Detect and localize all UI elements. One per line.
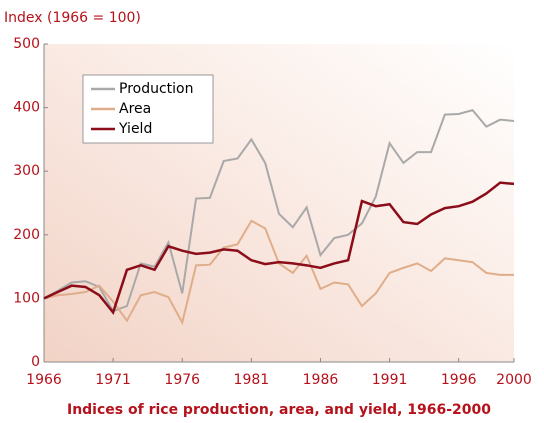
- x-tick-label: 1971: [95, 372, 131, 388]
- legend-label: Area: [119, 101, 151, 117]
- series-line: [43, 219, 514, 326]
- series-line: [43, 181, 515, 315]
- x-tick-label: 1966: [26, 372, 62, 388]
- legend-label: Production: [119, 81, 193, 97]
- y-tick-label: 300: [13, 163, 40, 179]
- y-tick-label: 200: [13, 227, 40, 243]
- chart-title: Index (1966 = 100): [4, 10, 141, 26]
- x-tick-label: 1986: [303, 372, 339, 388]
- y-tick-label: 400: [13, 100, 40, 116]
- y-tick-label: 100: [13, 290, 40, 306]
- x-tick-label: 1976: [164, 372, 200, 388]
- caption: Indices of rice production, area, and yi…: [67, 402, 491, 418]
- series-line: [43, 109, 515, 313]
- y-tick-label: 500: [13, 36, 40, 52]
- x-tick-label: 2000: [496, 372, 532, 388]
- legend: Production Area Yield: [82, 74, 214, 144]
- x-tick-label: 1991: [372, 372, 408, 388]
- x-tick-label: 1981: [234, 372, 270, 388]
- y-tick-label: 0: [31, 354, 40, 370]
- legend-label: Yield: [118, 121, 152, 137]
- x-tick-label: 1996: [441, 372, 477, 388]
